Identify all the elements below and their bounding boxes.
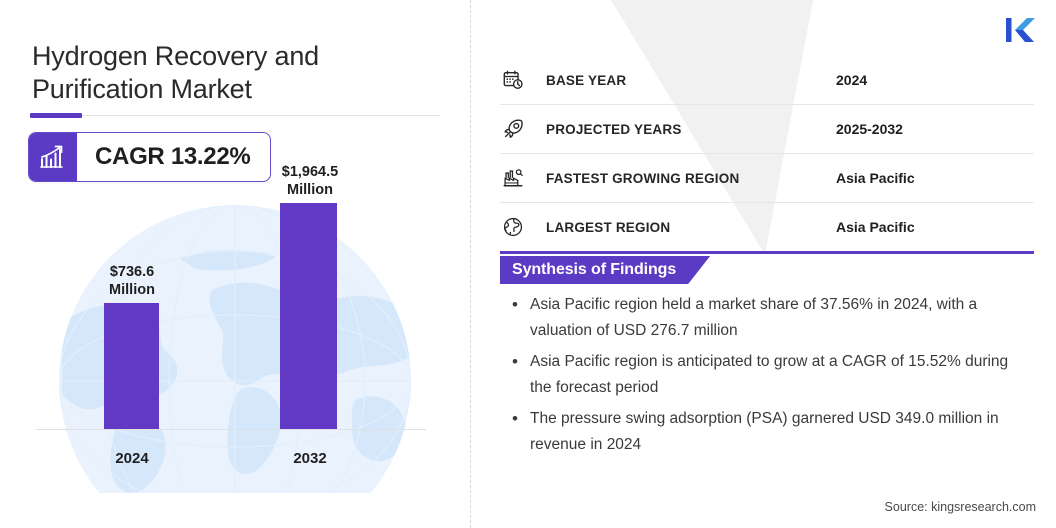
- table-row: BASE YEAR 2024: [500, 56, 1034, 105]
- bar-value-label-2032: $1,964.5 Million: [281, 164, 339, 198]
- calendar-clock-icon: [500, 69, 546, 91]
- bar-2024: [104, 303, 159, 430]
- page-title: Hydrogen Recovery and Purification Marke…: [32, 41, 319, 104]
- x-axis-tick-2032: 2032: [293, 450, 327, 467]
- title-underline-accent: [30, 113, 82, 118]
- cagr-value: CAGR 13.22%: [95, 143, 251, 170]
- bullet-glyph: •: [512, 409, 518, 428]
- info-label: PROJECTED YEARS: [546, 121, 682, 137]
- bar-chart: $736.6 Million $1,964.5 Million 2024 203…: [20, 164, 450, 515]
- panel-divider: [470, 0, 471, 528]
- table-row: LARGEST REGION Asia Pacific: [500, 203, 1034, 252]
- rocket-icon: [500, 118, 546, 140]
- info-label: FASTEST GROWING REGION: [546, 170, 740, 186]
- info-value: Asia Pacific: [836, 170, 915, 186]
- bullet-glyph: •: [512, 295, 518, 314]
- table-row: PROJECTED YEARS 2025-2032: [500, 105, 1034, 154]
- info-label: LARGEST REGION: [546, 219, 671, 235]
- right-panel: BASE YEAR 2024 PROJECTED YEARS 2025-2032: [470, 0, 1056, 528]
- finding-text: Asia Pacific region is anticipated to gr…: [530, 353, 1009, 396]
- info-value: 2025-2032: [836, 121, 903, 137]
- table-row: FASTEST GROWING REGION Asia Pacific: [500, 154, 1034, 203]
- left-panel: Hydrogen Recovery and Purification Marke…: [0, 0, 470, 528]
- info-label: BASE YEAR: [546, 72, 627, 88]
- bar-value-label-2024: $736.6 Million: [109, 264, 155, 298]
- source-credit: Source: kingsresearch.com: [884, 500, 1036, 514]
- list-item: • Asia Pacific region held a market shar…: [500, 292, 1012, 344]
- growth-bar-chart-icon: [29, 133, 77, 181]
- globe-icon: [500, 216, 546, 238]
- synthesis-top-rule: [500, 251, 1034, 254]
- x-axis-line: [36, 429, 426, 430]
- factory-icon: [500, 167, 546, 189]
- bullet-glyph: •: [512, 352, 518, 371]
- list-item: • Asia Pacific region is anticipated to …: [500, 349, 1012, 401]
- info-value: Asia Pacific: [836, 219, 915, 235]
- info-value: 2024: [836, 72, 868, 88]
- bar-2032: [280, 203, 337, 430]
- x-axis-tick-2024: 2024: [115, 450, 149, 467]
- synthesis-heading: Synthesis of Findings: [500, 256, 710, 284]
- title-underline: [30, 113, 440, 119]
- finding-text: Asia Pacific region held a market share …: [530, 296, 978, 339]
- info-table: BASE YEAR 2024 PROJECTED YEARS 2025-2032: [500, 56, 1034, 252]
- kings-research-logo-icon: [1006, 18, 1035, 42]
- finding-text: The pressure swing adsorption (PSA) garn…: [530, 410, 999, 453]
- list-item: • The pressure swing adsorption (PSA) ga…: [500, 406, 1012, 458]
- findings-list: • Asia Pacific region held a market shar…: [500, 292, 1012, 463]
- cagr-badge: CAGR 13.22%: [28, 132, 272, 182]
- title-underline-thin: [30, 115, 440, 116]
